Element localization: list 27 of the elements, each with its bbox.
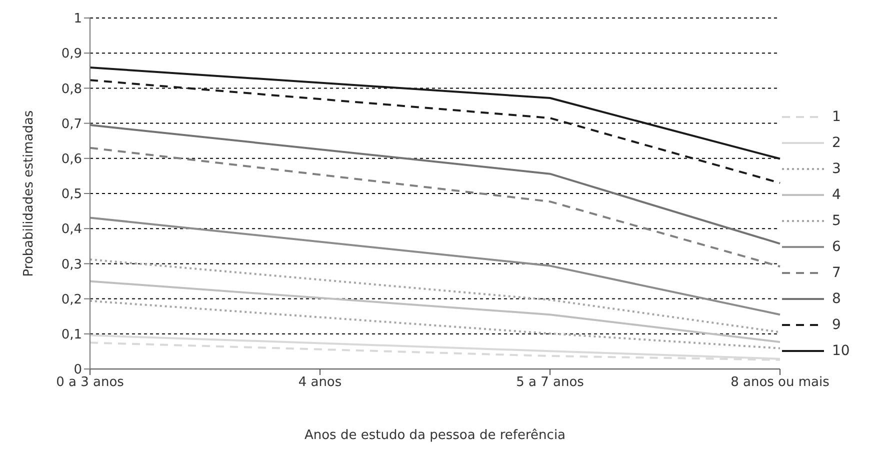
legend-label: 5 (832, 212, 841, 228)
legend-label: 10 (832, 342, 850, 358)
x-tick-label: 4 anos (298, 375, 342, 390)
x-tick-label: 8 anos ou mais (730, 375, 830, 390)
y-tick-label: 0,5 (61, 187, 82, 202)
legend-label: 7 (832, 264, 841, 280)
y-tick-label: 0,6 (61, 152, 82, 168)
y-tick-label: 0,3 (61, 257, 82, 272)
y-tick-label: 0 (74, 362, 82, 378)
x-axis-title: Anos de estudo da pessoa de referência (304, 428, 566, 443)
y-tick-label: 0,8 (61, 82, 82, 97)
x-tick-label: 5 a 7 anos (516, 375, 584, 390)
legend-label: 8 (832, 290, 841, 306)
legend-label: 9 (832, 316, 841, 332)
y-tick-label: 0,9 (61, 46, 82, 62)
y-tick-label: 0,4 (61, 222, 82, 238)
y-tick-label: 0,7 (61, 116, 82, 132)
legend-label: 4 (832, 186, 841, 202)
y-tick-label: 0,1 (61, 328, 82, 343)
x-tick-label: 0 a 3 anos (56, 375, 124, 390)
legend-label: 1 (832, 108, 841, 124)
legend-label: 3 (832, 160, 841, 176)
y-tick-label: 0,2 (61, 292, 82, 308)
legend-label: 6 (832, 238, 841, 254)
y-axis-title: Probabilidades estimadas (22, 110, 37, 277)
legend-label: 2 (832, 134, 841, 150)
y-tick-label: 1 (74, 12, 82, 27)
